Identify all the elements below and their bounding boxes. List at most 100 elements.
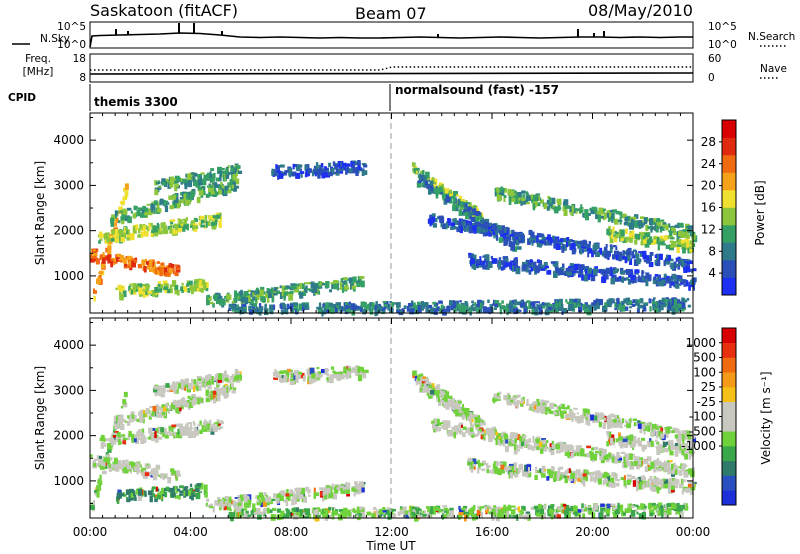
data-cell xyxy=(113,434,116,438)
data-cell xyxy=(417,180,422,184)
data-cell xyxy=(298,306,302,311)
data-cell xyxy=(618,255,622,262)
data-cell xyxy=(202,429,208,432)
data-cell xyxy=(151,436,156,442)
data-cell xyxy=(431,186,434,193)
data-cell xyxy=(215,373,219,377)
data-cell xyxy=(640,233,644,240)
data-cell xyxy=(499,510,504,514)
data-cell xyxy=(182,400,188,406)
data-cell xyxy=(400,509,405,515)
data-cell xyxy=(583,240,588,245)
data-cell xyxy=(218,373,223,380)
data-cell xyxy=(457,403,461,407)
data-cell xyxy=(112,439,117,445)
data-cell xyxy=(316,367,320,370)
data-cell xyxy=(234,309,239,314)
data-cell xyxy=(636,272,639,275)
data-cell xyxy=(604,510,607,513)
data-cell xyxy=(460,424,463,428)
data-cell xyxy=(121,201,125,206)
data-cell xyxy=(265,496,270,503)
data-cell xyxy=(553,271,558,278)
data-cell xyxy=(218,391,223,394)
data-cell xyxy=(620,304,626,312)
data-cell xyxy=(141,428,145,434)
data-cell xyxy=(656,277,660,283)
data-cell xyxy=(558,301,561,307)
data-cell xyxy=(656,301,659,308)
data-cell xyxy=(303,497,307,503)
data-cell xyxy=(667,300,673,305)
data-cell xyxy=(160,427,165,433)
data-cell xyxy=(164,283,169,289)
data-cell xyxy=(356,283,361,288)
data-cell xyxy=(654,307,659,313)
data-cell xyxy=(237,170,243,174)
data-cell xyxy=(284,370,288,374)
data-cell xyxy=(567,306,573,312)
data-cell xyxy=(101,470,107,475)
data-cell xyxy=(640,506,644,510)
data-cell xyxy=(410,308,415,315)
data-cell xyxy=(447,218,452,223)
data-cell xyxy=(169,384,175,391)
data-cell xyxy=(217,166,222,171)
data-cell xyxy=(351,309,356,316)
data-cell xyxy=(260,296,263,302)
data-cell xyxy=(289,290,294,295)
data-cell xyxy=(548,508,553,514)
data-cell xyxy=(195,180,201,188)
data-cell xyxy=(169,181,174,188)
data-cell xyxy=(323,307,326,315)
data-cell xyxy=(509,261,513,267)
data-cell xyxy=(491,229,494,232)
data-cell xyxy=(411,506,417,511)
data-cell xyxy=(293,289,299,293)
data-cell xyxy=(412,509,416,512)
data-cell xyxy=(203,174,208,180)
data-cell xyxy=(651,226,656,230)
data-cell xyxy=(529,237,533,242)
data-cell xyxy=(421,182,426,188)
data-cell xyxy=(195,380,199,383)
data-cell xyxy=(154,180,158,186)
data-cell xyxy=(647,239,651,245)
data-cell xyxy=(443,394,448,402)
data-cell xyxy=(440,399,446,402)
data-cell xyxy=(213,376,219,380)
data-cell xyxy=(225,174,230,179)
data-cell xyxy=(225,391,229,398)
data-cell xyxy=(164,427,167,435)
data-cell xyxy=(458,422,464,425)
data-cell xyxy=(666,503,672,508)
data-cell xyxy=(379,512,385,515)
data-cell xyxy=(298,371,302,375)
data-cell xyxy=(539,240,544,244)
data-cell xyxy=(638,224,642,229)
cpid-label: CPID xyxy=(8,92,36,104)
data-cell xyxy=(324,370,328,375)
data-cell xyxy=(625,297,631,302)
data-cell xyxy=(583,509,587,512)
data-cell xyxy=(168,426,174,433)
data-cell xyxy=(657,502,663,506)
data-cell xyxy=(623,221,628,226)
data-cell xyxy=(209,380,215,385)
data-cell xyxy=(217,167,219,172)
data-cell xyxy=(650,239,653,243)
data-cell xyxy=(461,210,466,216)
data-cell xyxy=(677,222,680,229)
data-cell xyxy=(360,306,363,312)
data-cell xyxy=(216,419,220,422)
data-cell xyxy=(160,473,164,477)
data-cell xyxy=(199,215,204,220)
data-cell xyxy=(133,490,136,497)
data-cell xyxy=(185,423,189,429)
data-cell xyxy=(114,261,118,264)
data-cell xyxy=(636,505,640,510)
data-cell xyxy=(676,243,682,247)
data-cell xyxy=(128,285,131,292)
data-cell xyxy=(286,509,291,517)
data-cell xyxy=(183,193,187,201)
